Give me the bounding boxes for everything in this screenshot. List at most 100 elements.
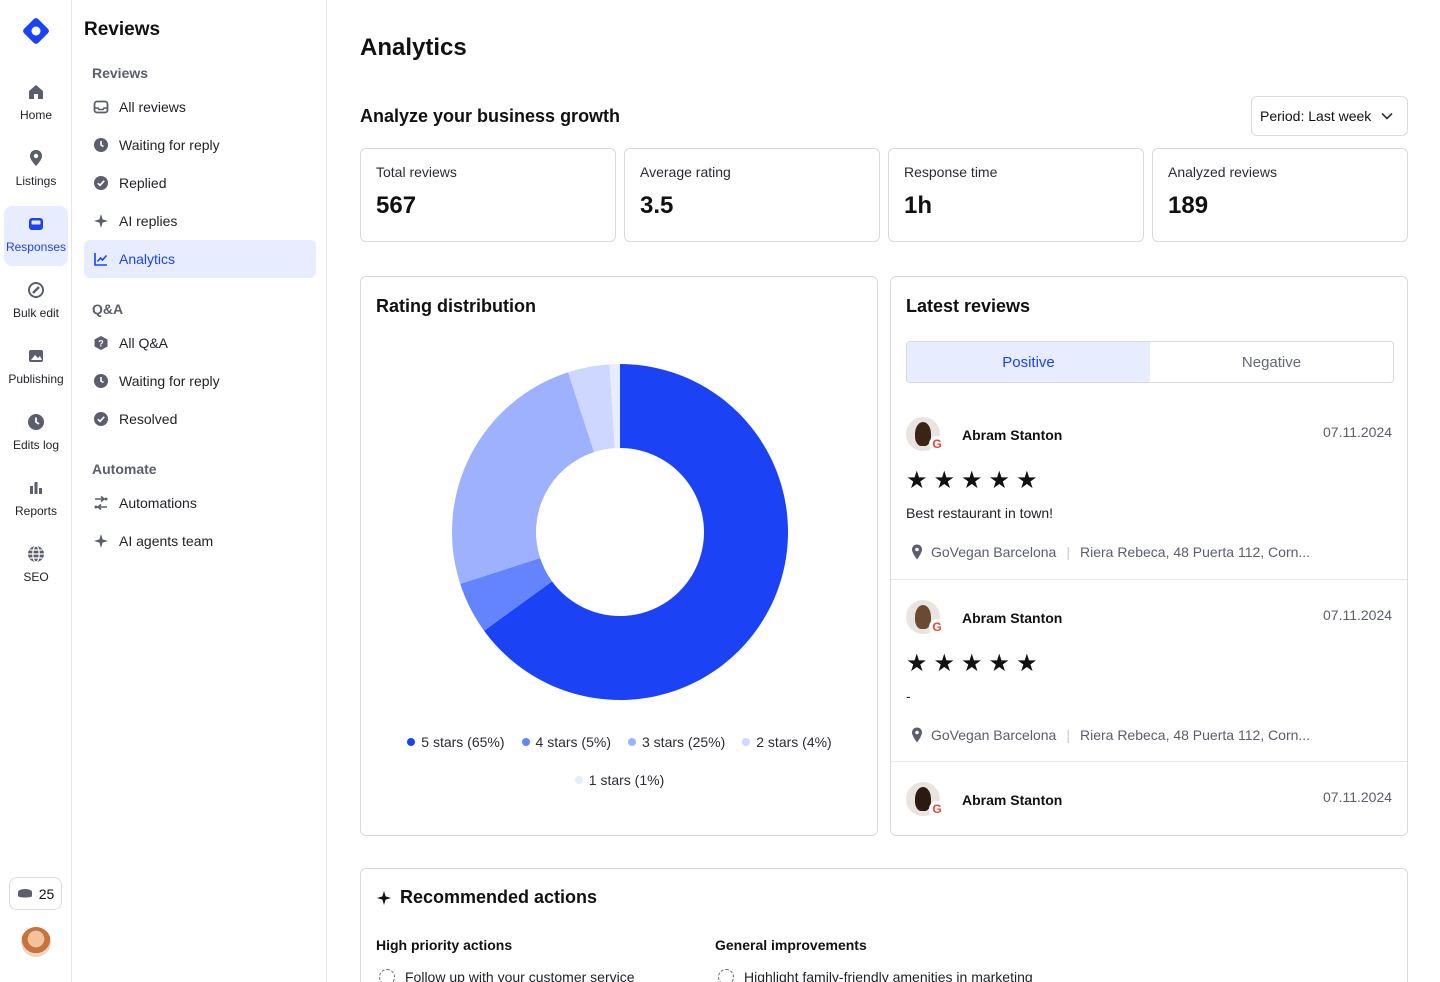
reviewer-name: Abram Stanton xyxy=(962,792,1063,808)
legend-label: 5 stars (65%) xyxy=(421,734,505,750)
submenu-title: Reviews xyxy=(84,19,161,40)
rail-label: Publishing xyxy=(8,372,64,386)
submenu-item-label: Waiting for reply xyxy=(119,137,220,153)
card-title: Latest reviews xyxy=(906,296,1031,316)
donut-slice[interactable] xyxy=(568,364,615,453)
submenu-item-qa-waiting-for-reply[interactable]: Waiting for reply xyxy=(84,362,316,400)
section-header-automate: Automate xyxy=(92,461,157,477)
business-address: Riera Rebeca, 48 Puerta 112, Corn... xyxy=(1079,544,1311,560)
bulk-edit-icon xyxy=(26,280,46,300)
submenu-item-label: All Q&A xyxy=(119,335,169,351)
review-text: Best restaurant in town! xyxy=(906,505,1054,521)
rail-item-seo[interactable]: SEO xyxy=(4,536,68,596)
stat-value: 1h xyxy=(904,192,933,219)
stat-value: 3.5 xyxy=(640,192,674,219)
check-circle-icon xyxy=(93,411,109,427)
stat-value: 189 xyxy=(1168,192,1209,219)
period-select-value: Period: Last week xyxy=(1260,108,1372,124)
donut-slice[interactable] xyxy=(609,364,620,449)
icon-rail: Home Listings Responses Bulk edit Publis… xyxy=(0,0,72,982)
clock-icon xyxy=(93,137,109,153)
recommended-actions-card: Recommended actions High priority action… xyxy=(360,868,1408,982)
business-name: GoVegan Barcelona xyxy=(931,544,1057,560)
submenu-item-automations[interactable]: Automations xyxy=(84,484,316,522)
rail-item-bulk-edit[interactable]: Bulk edit xyxy=(4,272,68,332)
legend-item: 1 stars (1%) xyxy=(574,772,664,788)
pin-icon xyxy=(912,544,922,560)
donut-slice[interactable] xyxy=(484,364,788,700)
submenu-item-ai-agents-team[interactable]: AI agents team xyxy=(84,522,316,560)
review-location: GoVegan Barcelona | Riera Rebeca, 48 Pue… xyxy=(911,544,1310,560)
business-name: GoVegan Barcelona xyxy=(931,727,1057,743)
rail-item-edits-log[interactable]: Edits log xyxy=(4,404,68,464)
submenu-item-label: AI agents team xyxy=(119,533,214,549)
tab-negative[interactable]: Negative xyxy=(1241,353,1302,371)
legend-swatch xyxy=(521,738,530,746)
submenu-item-replied[interactable]: Replied xyxy=(84,164,316,202)
general-improvements-heading: General improvements xyxy=(715,937,867,953)
legend-label: 2 stars (4%) xyxy=(756,734,832,750)
review-text: - xyxy=(906,688,911,704)
chart-legend: 5 stars (65%) 4 stars (5%) 3 stars (25%) 2 … xyxy=(361,734,877,750)
stat-label: Total reviews xyxy=(376,164,457,180)
credits-badge[interactable]: 25 xyxy=(9,877,62,910)
review-item[interactable]: G Abram Stanton 07.11.2024 xyxy=(891,762,1407,835)
legend-swatch xyxy=(574,776,583,784)
donut-slice[interactable] xyxy=(452,372,595,584)
stat-label: Analyzed reviews xyxy=(1168,164,1277,180)
review-item[interactable]: G Abram Stanton 07.11.2024 ★★★★★ - GoVeg… xyxy=(891,580,1407,762)
google-icon: G xyxy=(929,619,945,635)
inbox-icon xyxy=(93,99,109,115)
submenu-item-analytics[interactable]: Analytics xyxy=(84,240,316,278)
rail-label: SEO xyxy=(23,570,49,584)
stat-card-average-rating: Average rating 3.5 xyxy=(624,148,880,242)
pending-circle-icon xyxy=(379,969,395,982)
rail-label: Reports xyxy=(14,504,58,518)
chart-legend-row2: 1 stars (1%) xyxy=(361,772,877,788)
rail-label: Responses xyxy=(5,240,67,254)
reviewer-avatar xyxy=(906,782,940,816)
submenu-item-all-reviews[interactable]: All reviews xyxy=(84,88,316,126)
submenu-item-all-qa[interactable]: ? All Q&A xyxy=(84,324,316,362)
review-item[interactable]: G Abram Stanton 07.11.2024 ★★★★★ Best re… xyxy=(891,397,1407,580)
submenu-item-ai-replies[interactable]: AI replies xyxy=(84,202,316,240)
app-logo[interactable] xyxy=(20,15,52,47)
latest-reviews-card: Latest reviews Positive Negative G Abram… xyxy=(890,276,1408,836)
submenu-item-waiting-for-reply[interactable]: Waiting for reply xyxy=(84,126,316,164)
question-icon: ? xyxy=(93,335,109,351)
stat-card-analyzed-reviews: Analyzed reviews 189 xyxy=(1152,148,1408,242)
review-date: 07.11.2024 xyxy=(1323,424,1393,440)
review-filter-toggle: Positive Negative xyxy=(906,341,1394,383)
clock-icon xyxy=(93,373,109,389)
page-title: Analytics xyxy=(360,34,467,61)
rail-label: Edits log xyxy=(12,438,60,452)
submenu-item-resolved[interactable]: Resolved xyxy=(84,400,316,438)
rail-item-listings[interactable]: Listings xyxy=(4,140,68,200)
sparkle-icon xyxy=(377,890,391,905)
rail-item-responses[interactable]: Responses xyxy=(4,206,68,266)
home-icon xyxy=(26,82,46,102)
pin-icon xyxy=(26,148,46,168)
credits-count: 25 xyxy=(38,885,55,902)
rail-item-reports[interactable]: Reports xyxy=(4,470,68,530)
rail-item-home[interactable]: Home xyxy=(4,74,68,134)
legend-item: 2 stars (4%) xyxy=(742,734,832,750)
action-item[interactable]: Follow up with your customer service xyxy=(379,969,635,982)
sparkle-icon xyxy=(93,533,109,549)
automation-icon xyxy=(93,495,109,511)
legend-label: 3 stars (25%) xyxy=(642,734,726,750)
rail-item-publishing[interactable]: Publishing xyxy=(4,338,68,398)
user-avatar[interactable] xyxy=(21,927,51,957)
period-select[interactable]: Period: Last week xyxy=(1251,96,1408,136)
card-title: Rating distribution xyxy=(376,296,536,316)
tab-positive[interactable]: Positive xyxy=(907,342,1150,382)
star-rating: ★★★★★ xyxy=(906,650,1044,677)
business-address: Riera Rebeca, 48 Puerta 112, Corn... xyxy=(1079,727,1311,743)
analytics-main: Analytics Analyze your business growth P… xyxy=(328,0,1440,982)
action-item[interactable]: Highlight family-friendly amenities in m… xyxy=(718,969,1033,982)
globe-icon xyxy=(26,544,46,564)
donut-slice[interactable] xyxy=(460,557,553,631)
stat-label: Response time xyxy=(904,164,998,180)
chevron-down-icon xyxy=(1381,112,1393,120)
stat-value: 567 xyxy=(376,192,417,219)
